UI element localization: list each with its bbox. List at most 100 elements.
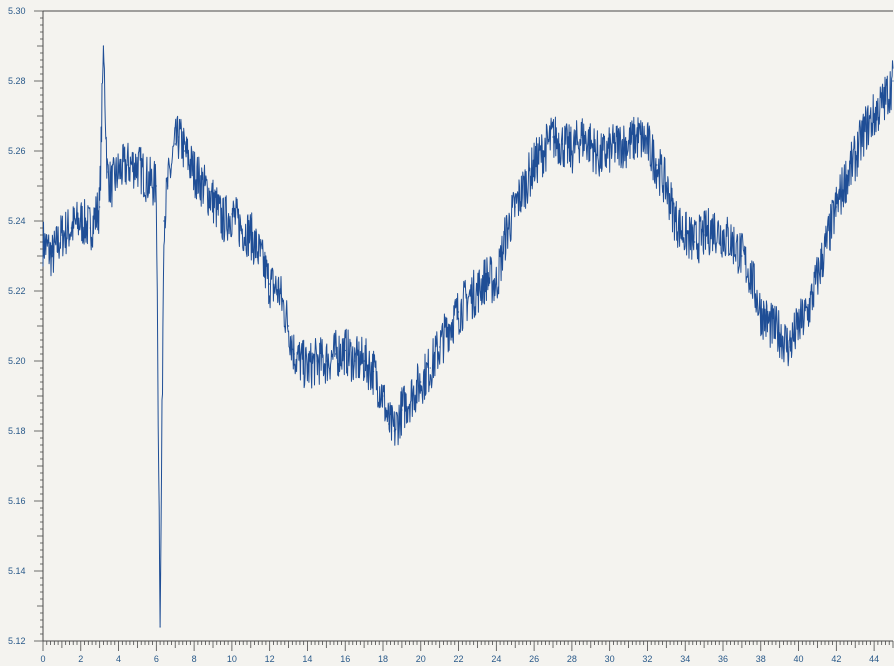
series-line — [42, 45, 894, 628]
data-point — [788, 346, 790, 348]
data-point — [561, 143, 564, 145]
data-point — [401, 409, 403, 411]
data-point — [193, 171, 195, 173]
data-point — [552, 136, 554, 138]
data-point — [429, 367, 431, 369]
y-tick-label: 5.28 — [8, 76, 26, 86]
data-point — [722, 234, 724, 236]
data-point — [627, 143, 630, 145]
data-point — [467, 297, 469, 299]
data-point — [590, 143, 592, 145]
x-tick-label: 36 — [718, 654, 728, 664]
data-point — [80, 220, 82, 222]
data-point — [354, 360, 356, 362]
data-point — [797, 325, 800, 327]
data-point — [127, 164, 129, 166]
data-point — [609, 150, 611, 152]
x-tick-label: 10 — [227, 654, 237, 664]
data-point — [388, 423, 390, 425]
axes: 5.12 5.14 5.16 5.18 5.20 5.22 5.24 5.26 5.28 5.30… — [8, 6, 894, 664]
y-tick-label: 5.16 — [8, 496, 26, 506]
x-tick-label: 0 — [40, 654, 45, 664]
data-point — [99, 206, 101, 208]
data-point — [684, 234, 686, 236]
data-point — [694, 241, 696, 243]
data-point — [448, 325, 450, 327]
x-tick-label: 32 — [642, 654, 652, 664]
data-point — [212, 199, 214, 201]
x-tick-label: 2 — [78, 654, 83, 664]
data-point — [571, 150, 573, 152]
data-point — [259, 255, 261, 257]
data-point — [826, 241, 828, 243]
data-point — [618, 143, 620, 145]
data-point — [845, 178, 847, 180]
data-point — [807, 311, 809, 313]
data-point — [892, 80, 894, 82]
y-tick-label: 5.26 — [8, 146, 26, 156]
x-tick-label: 30 — [605, 654, 615, 664]
data-point — [854, 157, 856, 159]
y-tick-label: 5.22 — [8, 286, 26, 296]
y-tick-label: 5.24 — [8, 216, 26, 226]
y-tick-label: 5.20 — [8, 356, 26, 366]
data-point — [524, 185, 526, 187]
data-point — [110, 185, 112, 187]
data-point — [102, 45, 105, 47]
data-point — [136, 164, 139, 166]
data-point — [106, 171, 108, 173]
x-tick-label: 6 — [154, 654, 159, 664]
data-point — [325, 360, 327, 362]
data-point — [750, 276, 752, 278]
x-tick-label: 8 — [192, 654, 197, 664]
data-point — [344, 349, 346, 352]
x-tick-label: 24 — [491, 654, 501, 664]
data-point — [269, 283, 271, 285]
data-point — [155, 185, 157, 187]
x-tick-label: 40 — [794, 654, 804, 664]
data-point — [221, 220, 224, 222]
x-tick-label: 14 — [302, 654, 312, 664]
data-point — [864, 129, 866, 131]
data-point — [486, 276, 488, 278]
data-point — [505, 234, 507, 236]
data-point — [372, 370, 375, 373]
x-tick-label: 22 — [454, 654, 464, 664]
data-point — [542, 150, 545, 152]
data-point — [174, 143, 176, 145]
data-point — [363, 360, 365, 362]
x-tick-label: 44 — [869, 654, 879, 664]
x-tick-label: 34 — [680, 654, 690, 664]
data-point — [293, 353, 295, 355]
data-point — [306, 367, 309, 369]
data-point — [382, 395, 384, 397]
data-point — [51, 255, 54, 257]
data-point — [637, 136, 639, 138]
data-point — [675, 220, 677, 222]
data-point — [163, 220, 165, 222]
data-point — [316, 360, 318, 362]
data-point — [731, 241, 734, 243]
data-point — [769, 325, 771, 327]
x-tick-label: 38 — [756, 654, 766, 664]
data-point — [117, 171, 120, 173]
data-point — [476, 290, 479, 292]
data-point — [287, 325, 290, 327]
x-tick-label: 4 — [116, 654, 121, 664]
data-point — [580, 136, 582, 138]
data-point — [299, 360, 301, 362]
y-tick-label: 5.12 — [8, 636, 26, 646]
x-tick-label: 28 — [567, 654, 577, 664]
data-point — [89, 227, 91, 229]
data-point — [231, 213, 233, 215]
data-point — [167, 185, 169, 187]
data-point — [779, 332, 781, 334]
data-point — [335, 353, 337, 355]
data-point — [278, 290, 280, 292]
x-tick-label: 20 — [416, 654, 426, 664]
data-point — [146, 178, 148, 180]
data-point — [712, 227, 715, 229]
data-point — [250, 234, 252, 236]
data-point — [202, 185, 205, 187]
